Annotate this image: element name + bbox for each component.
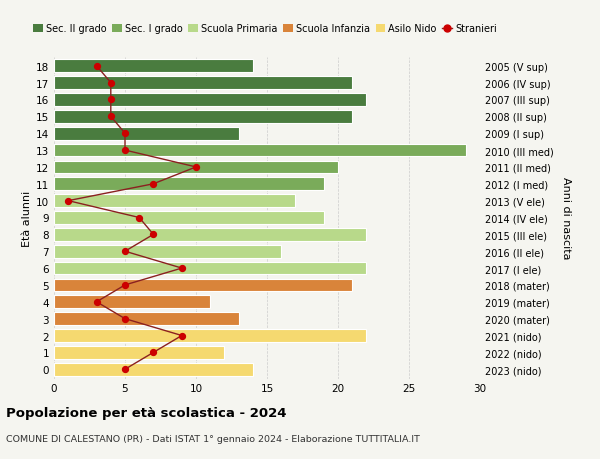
Y-axis label: Anni di nascita: Anni di nascita [560,177,571,259]
Bar [54,363,253,376]
Bar [54,279,352,291]
Bar [54,330,367,342]
Point [120,130,130,138]
Point [64,197,73,205]
Bar [54,212,324,224]
Bar [54,178,324,190]
Point [149,349,158,356]
Text: COMUNE DI CALESTANO (PR) - Dati ISTAT 1° gennaio 2024 - Elaborazione TUTTITALIA.: COMUNE DI CALESTANO (PR) - Dati ISTAT 1°… [6,434,420,443]
Legend: Sec. II grado, Sec. I grado, Scuola Primaria, Scuola Infanzia, Asilo Nido, Stran: Sec. II grado, Sec. I grado, Scuola Prim… [29,21,500,38]
Bar [54,346,224,359]
Bar [54,296,210,308]
Point [92,298,101,306]
Bar [54,262,367,275]
Bar [54,145,466,157]
Bar [54,60,253,73]
Point [120,282,130,289]
Point [106,96,116,104]
Bar [54,77,352,90]
Point [106,113,116,121]
Point [120,315,130,323]
Point [149,181,158,188]
Bar [54,128,239,140]
Point [120,366,130,373]
Point [177,265,187,272]
Point [92,63,101,70]
Bar [54,229,367,241]
Point [191,164,201,171]
Bar [54,111,352,123]
Point [106,80,116,87]
Point [120,248,130,255]
Y-axis label: Età alunni: Età alunni [22,190,32,246]
Point [134,214,144,222]
Point [120,147,130,154]
Point [149,231,158,239]
Bar [54,94,367,106]
Bar [54,195,295,207]
Bar [54,246,281,258]
Point [177,332,187,340]
Bar [54,313,239,325]
Bar [54,161,338,174]
Text: Popolazione per età scolastica - 2024: Popolazione per età scolastica - 2024 [6,406,287,419]
